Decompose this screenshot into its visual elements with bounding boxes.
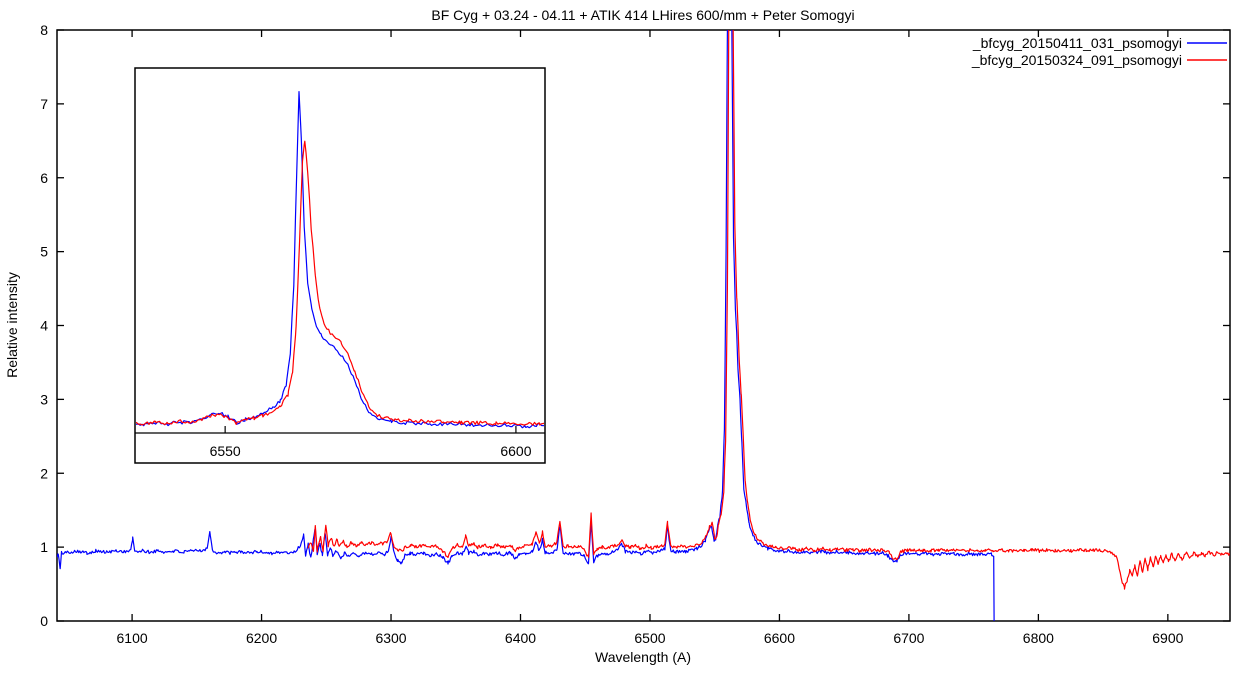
main-plot-axes: 6100 6200 6300 6400 6500 6600 6700 6800 6900 0 1 2 3… (40, 22, 1231, 646)
y-tick-label: 2 (40, 465, 48, 481)
y-tick-label: 7 (40, 96, 48, 112)
chart-title: BF Cyg + 03.24 - 04.11 + ATIK 414 LHires… (431, 7, 854, 23)
main-series-red-path (307, 30, 1230, 590)
inset-plot-axes: 6550 6600 (134, 67, 546, 464)
x-tick-label: 6900 (1152, 630, 1183, 646)
y-tick-label: 0 (40, 613, 48, 629)
x-tick-label: 6100 (117, 630, 148, 646)
y-tick-label: 8 (40, 22, 48, 38)
legend-label-blue: _bfcyg_20150411_031_psomogyi (972, 35, 1182, 51)
inset-series-red-path (136, 140, 544, 426)
legend-entry-red: _bfcyg_20150324_091_psomogyi (971, 52, 1227, 68)
legend-entry-blue: _bfcyg_20150411_031_psomogyi (972, 35, 1227, 51)
y-axis-label: Relative intensity (4, 272, 20, 378)
x-tick-label: 6800 (1023, 630, 1054, 646)
inset-border (134, 67, 546, 464)
y-tick-label: 6 (40, 170, 48, 186)
main-series-blue-path (57, 30, 995, 621)
x-axis-label: Wavelength (A) (595, 649, 691, 665)
y-tick-label: 4 (40, 318, 48, 334)
x-tick-label: 6300 (375, 630, 406, 646)
y-tick-label: 3 (40, 391, 48, 407)
main-plot-series (57, 30, 1230, 621)
y-tick-label: 5 (40, 244, 48, 260)
inset-x-tick-label: 6600 (500, 443, 531, 459)
x-tick-label: 6700 (893, 630, 924, 646)
legend-label-red: _bfcyg_20150324_091_psomogyi (971, 52, 1182, 68)
x-tick-label: 6400 (505, 630, 536, 646)
inset-plot-series (136, 91, 544, 429)
legend: _bfcyg_20150411_031_psomogyi _bfcyg_2015… (971, 35, 1227, 68)
inset-x-tick-label: 6550 (210, 443, 241, 459)
x-tick-label: 6200 (246, 630, 277, 646)
x-tick-label: 6600 (764, 630, 795, 646)
x-tick-label: 6500 (634, 630, 665, 646)
y-tick-label: 1 (40, 539, 48, 555)
